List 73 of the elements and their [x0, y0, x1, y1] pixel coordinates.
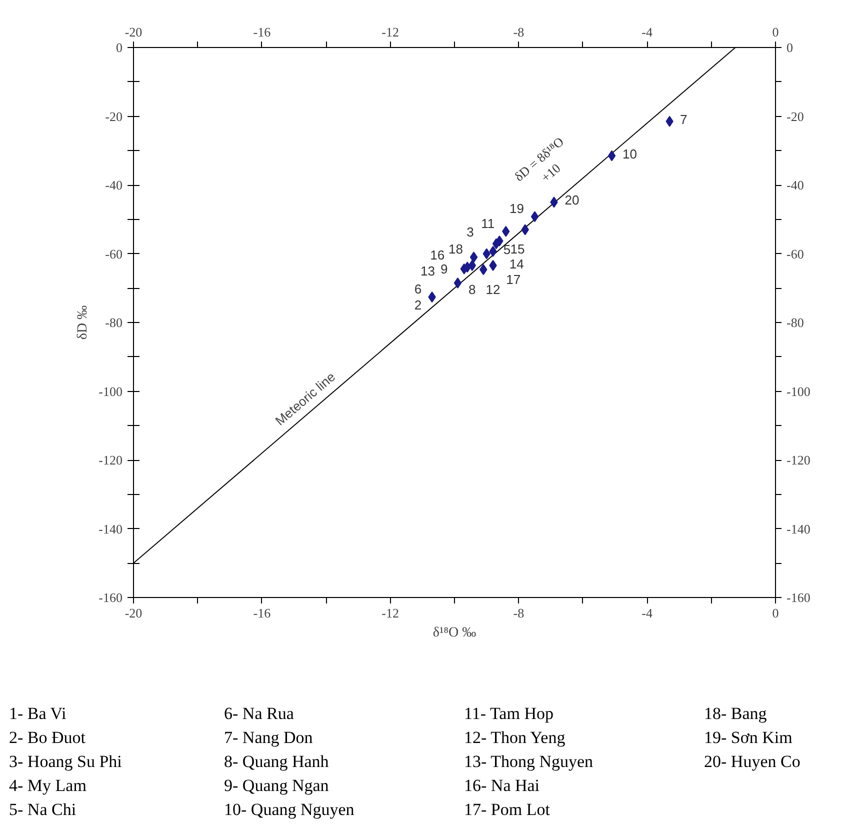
point: [492, 238, 500, 250]
annotation: 7: [680, 112, 688, 127]
x-tick-label: -12: [382, 606, 399, 620]
y-tick-label: -100: [98, 384, 123, 399]
text: 6- Na Rua: [224, 703, 295, 725]
y-tick-label: -60: [105, 246, 123, 262]
y-tick-label: -40: [105, 178, 123, 192]
annotation: 11: [481, 216, 495, 231]
annotation: 8: [468, 282, 476, 297]
x-tick-label: -16: [253, 606, 272, 620]
x2-tick-label: -12: [382, 24, 399, 40]
text: 2- Bo Đuot: [9, 727, 86, 749]
annotation: 9: [440, 261, 448, 276]
text: 19- Sơn Kim: [704, 727, 794, 749]
point: [530, 211, 539, 222]
annotation: 3: [466, 224, 474, 240]
text: 12- Thon Yeng: [464, 727, 566, 749]
annotation: 18: [448, 242, 463, 257]
text: 10- Quang Nguyen: [224, 799, 356, 821]
text: 9- Quang Ngan: [224, 775, 330, 797]
x-tick-label: -8: [513, 606, 524, 620]
annotation: 15: [510, 242, 525, 257]
text: 11- Tam Hop: [464, 703, 554, 725]
y-tick-label: -120: [98, 452, 123, 468]
text: 16- Na Hai: [464, 775, 541, 797]
annotation: 12: [486, 282, 500, 297]
text: 4- My Lam: [9, 775, 88, 797]
x2-tick-label: -8: [513, 24, 524, 40]
text: 7- Nang Don: [224, 727, 314, 749]
annotation: 19: [510, 201, 524, 216]
text: 13- Thong Nguyen: [464, 751, 594, 773]
text: 8- Quang Hanh: [224, 751, 330, 773]
text: 17- Pom Lot: [464, 799, 551, 821]
x-tick-label: -20: [124, 606, 142, 620]
y-tick-label: -80: [105, 315, 123, 330]
text: 1- Ba Vi: [9, 703, 68, 725]
y2-tick-label: -60: [786, 246, 804, 262]
x2-tick-label: -4: [642, 24, 654, 40]
text: 20- Huyen Co: [704, 751, 802, 773]
point: [454, 277, 462, 288]
annotation: 20: [564, 192, 580, 208]
annotation: 6: [414, 282, 422, 297]
annotation: 5: [503, 242, 511, 257]
point: [608, 150, 616, 162]
y2-tick-label: -20: [786, 108, 804, 124]
text: 5- Na Chi: [9, 799, 78, 821]
y-tick-label: -20: [105, 108, 123, 124]
y2-tick-label: 0: [786, 40, 793, 55]
y2-tick-label: -160: [786, 590, 810, 605]
x-tick-label: 0: [772, 606, 779, 620]
y2-tick-label: -40: [786, 178, 804, 192]
text: 3- Hoang Su Phi: [9, 751, 123, 773]
x2-tick-label: -20: [124, 24, 142, 40]
annotation: 13: [420, 263, 435, 278]
y-tick-label: -160: [98, 590, 123, 605]
annotation: 10: [622, 146, 638, 162]
x2-tick-label: 0: [772, 24, 779, 40]
y2-tick-label: -100: [786, 384, 810, 399]
annotation: 14: [509, 256, 524, 272]
text: 18- Bang: [704, 703, 768, 725]
x-tick-label: -4: [642, 606, 654, 620]
annotation: 17: [506, 272, 521, 288]
y2-tick-label: -140: [786, 521, 810, 536]
annotation: 2: [414, 298, 422, 313]
x2-tick-label: -16: [253, 24, 272, 40]
y2-tick-label: -120: [786, 452, 810, 468]
x-axis-title: δ¹⁸O ‰: [432, 626, 476, 640]
y-tick-label: 0: [116, 40, 122, 55]
y2-tick-label: -80: [786, 315, 804, 330]
point: [470, 252, 478, 263]
annotation: 16: [430, 248, 445, 263]
y-axis-title: δD ‰: [76, 305, 91, 340]
y-tick-label: -140: [98, 521, 123, 536]
